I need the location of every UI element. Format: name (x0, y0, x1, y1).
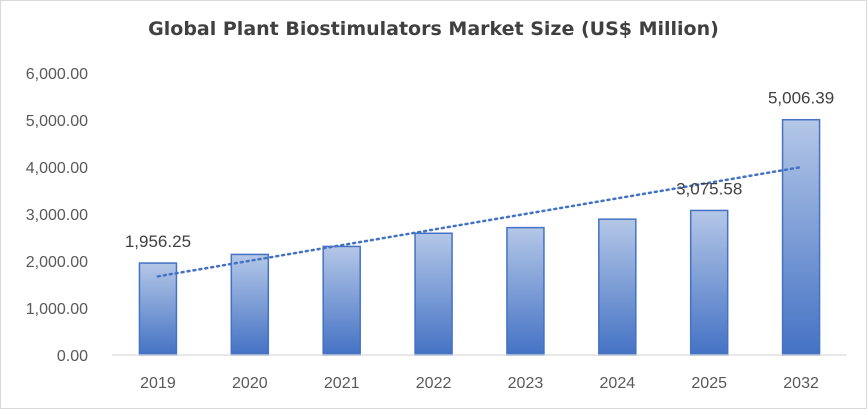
x-tick-label: 2032 (783, 375, 819, 392)
y-tick-label: 2,000.00 (26, 254, 88, 271)
bar-2020 (230, 253, 270, 356)
x-tick-label: 2022 (416, 375, 452, 392)
bar-2024 (598, 218, 637, 356)
y-tick-label: 4,000.00 (26, 160, 88, 177)
data-label: 1,956.25 (125, 232, 191, 251)
x-tick-label: 2023 (508, 375, 544, 392)
bar-2023 (506, 226, 545, 356)
x-axis: 2019 2020 2021 2022 2023 2024 2025 2032 (112, 354, 847, 392)
x-tick-label: 2021 (324, 375, 360, 392)
chart-title: Global Plant Biostimulators Market Size … (148, 18, 719, 40)
bars (138, 118, 821, 356)
y-tick-label: 3,000.00 (26, 207, 88, 224)
x-tick-label: 2020 (232, 375, 268, 392)
x-tick-label: 2025 (691, 375, 727, 392)
y-tick-label: 0.00 (57, 348, 88, 365)
x-tick-label: 2024 (600, 375, 636, 392)
bar-2025 (689, 209, 729, 356)
y-tick-label: 5,000.00 (26, 113, 88, 130)
x-tick-label: 2019 (140, 375, 176, 392)
y-tick-label: 1,000.00 (26, 301, 88, 318)
bar-2022 (414, 232, 453, 356)
bar-2021 (322, 245, 361, 356)
bar-2032 (781, 118, 821, 356)
y-axis-tick-labels: 0.00 1,000.00 2,000.00 3,000.00 4,000.00 5,00… (26, 66, 88, 365)
data-label: 5,006.39 (768, 89, 834, 108)
trendline-group (156, 165, 803, 278)
data-labels: 1,956.25 3,075.58 5,006.39 (125, 89, 834, 251)
trendline (156, 165, 803, 278)
y-tick-label: 6,000.00 (26, 66, 88, 83)
data-label: 3,075.58 (676, 179, 742, 198)
